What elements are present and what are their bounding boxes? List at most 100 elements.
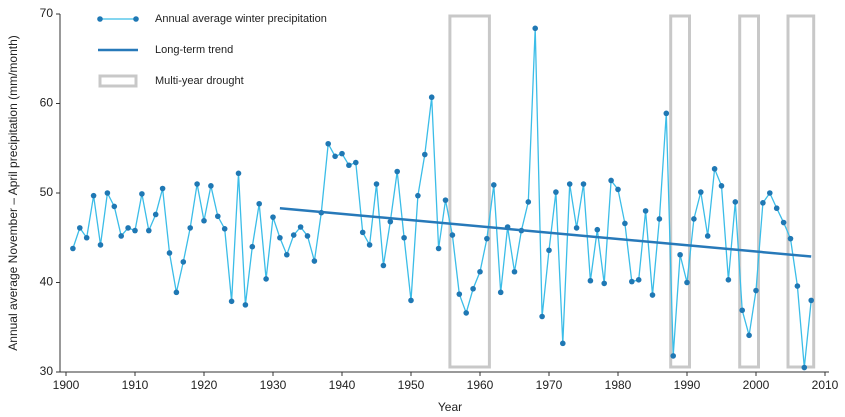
precip-point [794,283,801,289]
precip-point [159,185,166,192]
precip-point [77,225,83,231]
precip-point [97,242,104,248]
precip-point [304,233,311,239]
precip-point [125,225,131,231]
precip-point [642,208,649,214]
precip-point [497,289,504,296]
precip-point [146,227,152,234]
drought-box [669,14,692,369]
precip-point [746,332,752,339]
precip-point [484,235,490,242]
x-tick-label: 1940 [329,378,356,392]
precip-point [408,297,414,304]
precip-point [394,168,401,175]
drought-box [786,14,816,369]
precip-point [718,183,725,189]
drought-box [738,14,761,369]
precip-point [629,278,635,285]
x-tick-label: 1950 [398,378,425,392]
x-tick-label: 1960 [467,378,494,392]
precip-point [228,298,235,305]
precip-point [470,285,476,292]
precip-point [601,280,607,287]
y-tick-label: 70 [40,6,54,20]
precip-point [284,251,290,258]
precip-point [139,191,145,197]
precip-point [608,177,614,184]
precip-point [760,200,766,206]
precip-point [325,140,332,147]
drought-box [448,14,491,369]
y-tick-label: 30 [40,364,54,378]
precip-point [532,25,538,32]
precip-point [152,211,159,218]
x-tick-label: 1990 [674,378,701,392]
precip-point [415,192,421,199]
precip-point [401,234,407,241]
legend-label: Annual average winter precipitation [155,13,327,25]
precip-point [615,186,621,193]
trend-line [279,206,812,258]
precip-point [656,216,663,222]
precip-point [711,166,718,172]
precip-point [491,182,497,188]
precip-point [221,226,228,232]
precip-point [525,199,532,205]
precip-point [732,199,739,205]
precip-point [249,243,256,250]
precip-point [263,276,269,282]
precip-point [704,233,711,239]
precip-point [70,245,76,252]
precip-point [387,218,394,225]
precip-point [270,214,276,220]
legend-swatch [97,16,103,22]
precip-point [201,217,207,224]
precip-point [787,235,794,242]
precip-point [332,153,338,160]
precip-point [635,277,642,283]
precip-point [684,279,690,286]
precip-point [801,364,808,371]
precip-point [339,150,345,157]
precip-point [428,94,435,101]
legend-swatch [133,16,139,22]
precip-point [566,181,573,187]
legend-swatch [98,74,138,88]
precip-point [449,232,456,238]
precip-point [373,181,380,187]
precip-point [511,268,518,275]
precip-point [215,213,221,220]
legend-label: Multi-year drought [155,75,244,87]
precip-point [346,162,352,169]
precip-point [677,251,683,258]
precip-point [111,203,118,210]
x-tick-label: 1970 [536,378,563,392]
precip-point [290,232,297,238]
precip-point [580,181,587,187]
x-tick-label: 1900 [53,378,80,392]
precip-point [132,227,138,234]
precip-point [353,159,359,166]
precip-point [104,190,111,196]
y-tick-label: 40 [40,275,54,289]
precip-point [83,234,90,241]
x-tick-label: 1920 [191,378,218,392]
precip-point [242,302,249,308]
precip-point [297,224,304,230]
precip-point [553,189,559,195]
x-tick-label: 2000 [743,378,770,392]
precip-point [187,225,193,231]
x-tick-label: 1980 [605,378,632,392]
precip-point [366,242,373,248]
precip-point [594,226,601,233]
precip-point [463,310,470,316]
precip-point [587,277,594,284]
precip-point [560,340,566,347]
precip-point [546,247,552,254]
precip-point [90,192,97,199]
legend-label: Long-term trend [155,44,233,56]
precip-point [663,110,670,117]
precip-point [194,181,200,187]
precip-point [442,197,449,203]
